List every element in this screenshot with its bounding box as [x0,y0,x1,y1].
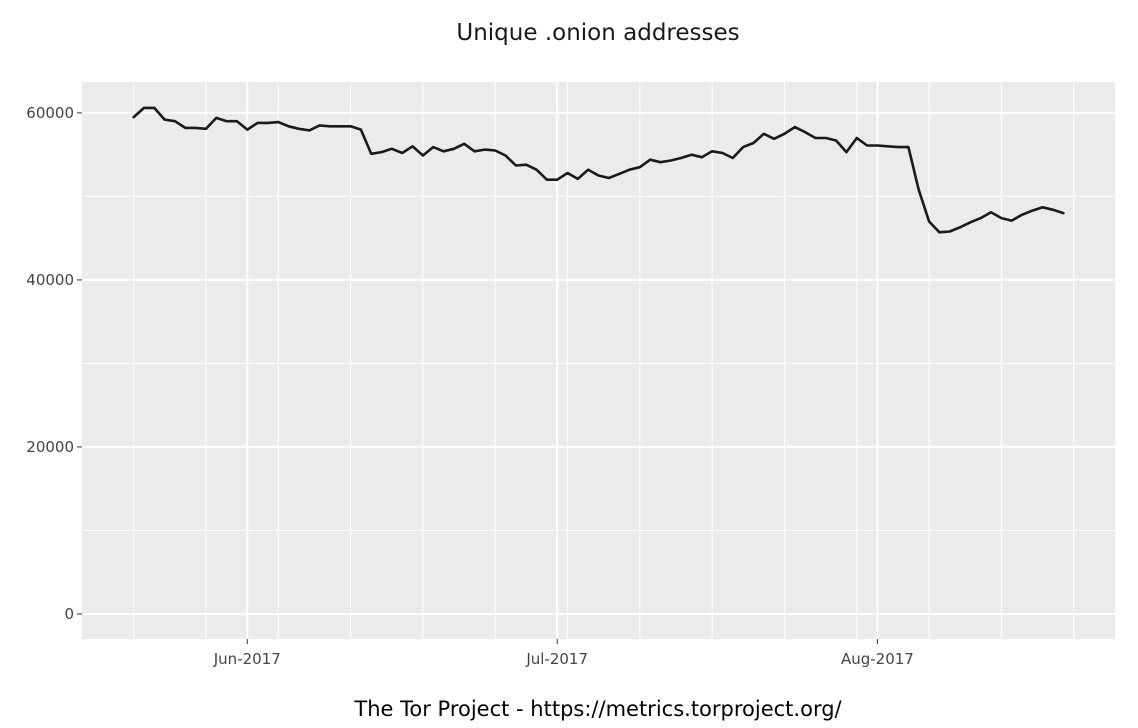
x-axis-labels: Jun-2017 Jul-2017 Aug-2017 [213,650,914,668]
minor-grid [82,82,1115,639]
axis-ticks [77,112,878,644]
y-tick-label: 20000 [26,438,74,456]
x-tick-label: Jul-2017 [525,650,588,668]
x-tick-label: Jun-2017 [213,650,281,668]
y-tick-label: 40000 [26,271,74,289]
series-layer [132,106,1065,234]
x-tick-label: Aug-2017 [841,650,914,668]
y-tick-label: 0 [64,605,74,623]
y-axis-labels: 0 20000 40000 60000 [26,104,74,623]
y-tick-label: 60000 [26,104,74,122]
plot-panel [82,82,1115,639]
chart-title: Unique .onion addresses [456,20,739,46]
major-grid [82,82,1115,639]
chart-caption: The Tor Project - https://metrics.torpro… [353,697,842,721]
series-line [132,106,1065,234]
